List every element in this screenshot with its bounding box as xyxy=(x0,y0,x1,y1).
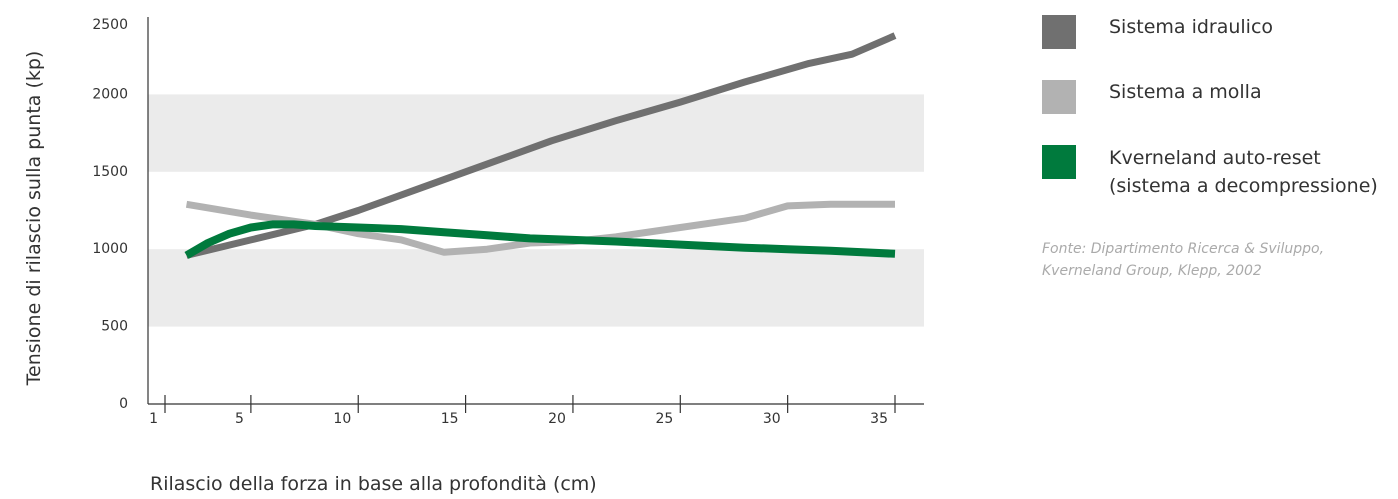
y-tick-label-2500: 2500 xyxy=(92,17,128,33)
source-line-1: Fonte: Dipartimento Ricerca & Sviluppo, xyxy=(1042,241,1325,257)
x-tick-labels: 1 5 10 15 20 25 30 35 xyxy=(149,395,896,427)
legend-label-kverneland-line2: (sistema a decompressione) xyxy=(1109,175,1378,197)
series-line-3 xyxy=(184,220,896,259)
band-1500-2000 xyxy=(148,94,924,172)
legend-label-kverneland-line1: Kverneland auto-reset xyxy=(1109,147,1321,169)
y-tick-label-500: 500 xyxy=(101,319,128,335)
x-tick-label-35: 35 xyxy=(870,411,888,427)
y-tick-labels: 0 500 1000 1500 2000 2500 xyxy=(92,17,128,412)
background-bands xyxy=(148,94,924,327)
x-tick-label-30: 30 xyxy=(763,411,781,427)
legend-swatch-kverneland xyxy=(1042,145,1076,179)
axes xyxy=(147,17,924,405)
x-tick-label-25: 25 xyxy=(655,411,673,427)
y-tick-label-2000: 2000 xyxy=(92,86,128,102)
legend-label-idraulico: Sistema idraulico xyxy=(1109,16,1274,38)
legend-swatch-idraulico xyxy=(1042,15,1076,49)
y-axis-title: Tensione di rilascio sulla punta (kp) xyxy=(23,51,45,387)
source-line-2: Kverneland Group, Klepp, 2002 xyxy=(1042,263,1262,279)
x-tick-label-15: 15 xyxy=(441,411,459,427)
x-tick-label-5: 5 xyxy=(235,411,244,427)
x-tick-label-20: 20 xyxy=(548,411,566,427)
band-500-1000 xyxy=(148,249,924,327)
y-tick-label-1000: 1000 xyxy=(92,241,128,257)
source-note: Fonte: Dipartimento Ricerca & Sviluppo, … xyxy=(1042,238,1324,282)
legend-swatch-molla xyxy=(1042,80,1076,114)
x-tick-label-1: 1 xyxy=(149,411,158,427)
x-axis-title: Rilascio della forza in base alla profon… xyxy=(150,473,597,495)
x-tick-label-10: 10 xyxy=(333,411,351,427)
legend-label-molla: Sistema a molla xyxy=(1109,81,1262,103)
series-lines xyxy=(184,32,897,259)
y-tick-label-1500: 1500 xyxy=(92,164,128,180)
y-tick-label-0: 0 xyxy=(119,396,128,412)
